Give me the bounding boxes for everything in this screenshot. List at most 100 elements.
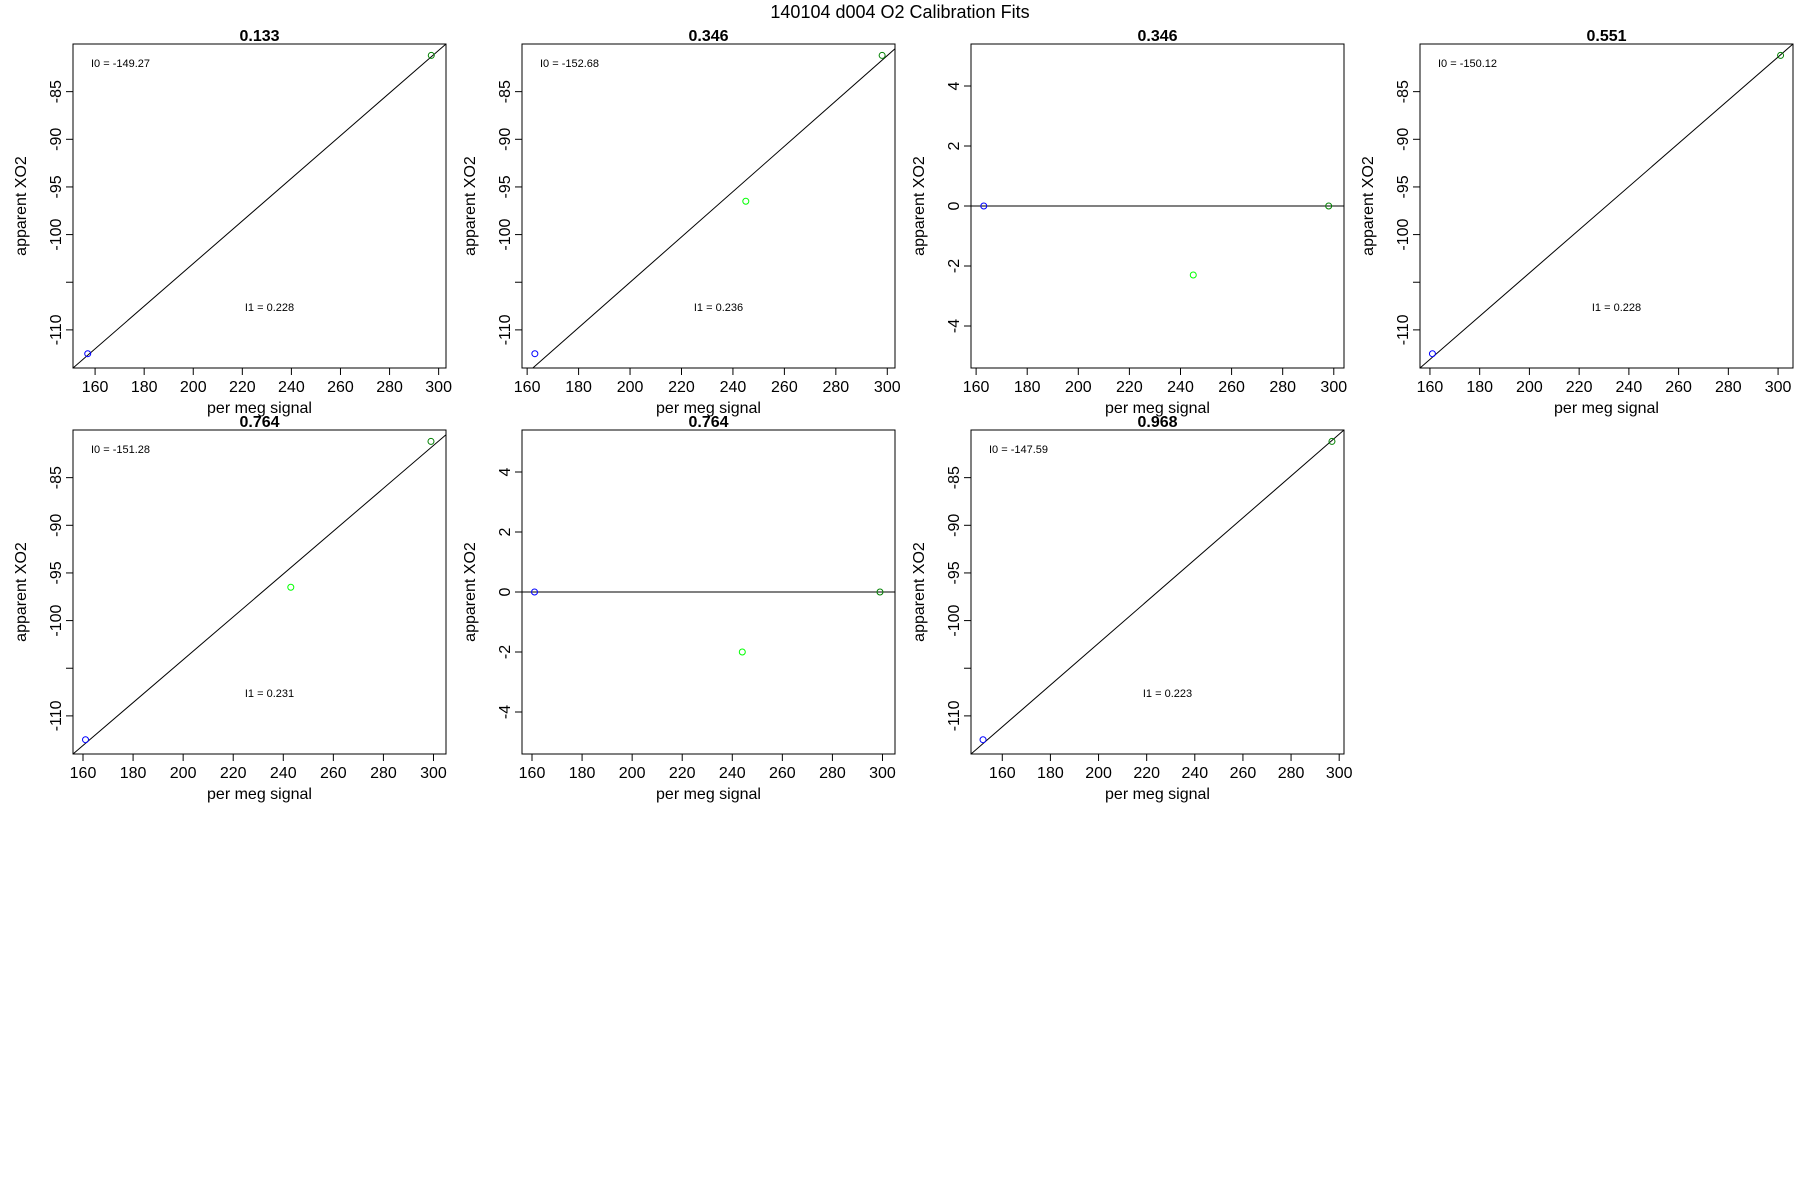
data-point <box>82 736 90 744</box>
figure-title: 140104 d004 O2 Calibration Fits <box>770 2 1030 22</box>
x-tick-label: 280 <box>822 379 849 396</box>
x-tick-label: 200 <box>180 379 207 396</box>
y-tick-label: -110 <box>497 314 514 345</box>
y-tick-label: -110 <box>48 314 65 345</box>
panel-title: 0.346 <box>688 28 728 45</box>
y-tick-label: -90 <box>497 128 514 151</box>
x-tick-label: 200 <box>617 379 644 396</box>
y-tick-label: 4 <box>946 81 963 90</box>
y-tick-label: -110 <box>48 700 65 731</box>
data-point <box>287 583 295 591</box>
y-tick-label: 2 <box>946 141 963 150</box>
fit-line <box>1420 44 1793 368</box>
data-point <box>1428 350 1436 358</box>
intercept-annotation: I0 = -151.28 <box>91 444 150 456</box>
plot-frame <box>72 43 447 369</box>
x-tick-label: 200 <box>170 765 197 782</box>
x-tick-label: 180 <box>569 765 596 782</box>
data-point <box>531 588 539 596</box>
x-axis-label: per meg signal <box>207 786 312 803</box>
y-tick-label: -85 <box>48 466 65 489</box>
x-tick-label: 260 <box>327 379 354 396</box>
x-tick-label: 300 <box>420 765 447 782</box>
plot-frame <box>72 429 447 755</box>
x-tick-label: 160 <box>963 379 990 396</box>
intercept-annotation: I0 = -150.12 <box>1438 58 1497 70</box>
panel-title: 0.346 <box>1137 28 1177 45</box>
slope-annotation: I1 = 0.236 <box>694 302 743 314</box>
y-tick-label: -85 <box>497 80 514 103</box>
x-tick-label: 180 <box>131 379 158 396</box>
x-tick-label: 300 <box>874 379 901 396</box>
data-point <box>84 350 92 358</box>
x-tick-label: 200 <box>619 765 646 782</box>
x-tick-label: 240 <box>270 765 297 782</box>
x-tick-label: 280 <box>1278 765 1305 782</box>
x-tick-label: 160 <box>989 765 1016 782</box>
x-tick-label: 200 <box>1516 379 1543 396</box>
x-tick-label: 220 <box>1133 765 1160 782</box>
x-tick-label: 240 <box>1167 379 1194 396</box>
x-tick-label: 200 <box>1065 379 1092 396</box>
data-point <box>979 736 987 744</box>
y-tick-label: 4 <box>497 467 514 476</box>
x-tick-label: 240 <box>278 379 305 396</box>
x-tick-label: 160 <box>82 379 109 396</box>
x-tick-label: 180 <box>1014 379 1041 396</box>
intercept-annotation: I0 = -149.27 <box>91 58 150 70</box>
x-tick-label: 160 <box>1417 379 1444 396</box>
data-point <box>531 350 539 358</box>
calibration-panel-7: 0.968 160 180 200 220 240 260 280 300 per meg sig… <box>911 414 1353 803</box>
x-axis-label: per meg signal <box>656 786 761 803</box>
y-tick-label: -90 <box>946 514 963 537</box>
x-axis-label: per meg signal <box>1105 400 1210 417</box>
x-tick-label: 240 <box>1616 379 1643 396</box>
x-tick-label: 180 <box>120 765 147 782</box>
plot-frame <box>1419 43 1794 369</box>
fit-line <box>73 434 446 754</box>
y-tick-label: -110 <box>946 700 963 731</box>
x-tick-label: 180 <box>1466 379 1493 396</box>
x-tick-label: 300 <box>1765 379 1792 396</box>
data-point <box>742 197 750 205</box>
fit-line <box>532 48 895 368</box>
y-tick-label: 0 <box>946 201 963 210</box>
data-point <box>1777 51 1785 59</box>
y-tick-label: -95 <box>946 561 963 584</box>
y-tick-label: -4 <box>497 705 514 719</box>
x-tick-label: 240 <box>1181 765 1208 782</box>
fit-line <box>73 44 446 368</box>
y-axis-label: apparent XO2 <box>911 542 928 642</box>
y-axis-label: apparent XO2 <box>462 542 479 642</box>
data-point <box>738 648 746 656</box>
y-axis-label: apparent XO2 <box>911 156 928 256</box>
x-tick-label: 200 <box>1085 765 1112 782</box>
y-tick-label: -2 <box>946 259 963 273</box>
x-tick-label: 260 <box>1665 379 1692 396</box>
data-point <box>876 588 884 596</box>
intercept-annotation: I0 = -152.68 <box>540 58 599 70</box>
y-axis-label: apparent XO2 <box>1360 156 1377 256</box>
data-point <box>427 51 435 59</box>
x-tick-label: 240 <box>720 379 747 396</box>
y-tick-label: 0 <box>497 587 514 596</box>
x-axis-label: per meg signal <box>656 400 761 417</box>
data-point <box>878 51 886 59</box>
plot-frame <box>521 43 896 369</box>
intercept-annotation: I0 = -147.59 <box>989 444 1048 456</box>
x-tick-label: 260 <box>771 379 798 396</box>
calibration-panel-1: 0.133 160 180 200 220 240 260 280 300 per meg sig… <box>13 28 452 417</box>
x-axis-label: per meg signal <box>1554 400 1659 417</box>
slope-annotation: I1 = 0.228 <box>1592 302 1641 314</box>
x-tick-label: 260 <box>769 765 796 782</box>
x-tick-label: 220 <box>229 379 256 396</box>
y-axis-label: apparent XO2 <box>462 156 479 256</box>
y-tick-label: -90 <box>1395 128 1412 151</box>
calibration-panel-2: 0.346 160 180 200 220 240 260 280 300 per meg sig… <box>462 28 901 417</box>
y-tick-label: -100 <box>497 218 514 250</box>
x-tick-label: 220 <box>1566 379 1593 396</box>
panel-title: 0.764 <box>239 414 279 431</box>
slope-annotation: I1 = 0.223 <box>1143 688 1192 700</box>
